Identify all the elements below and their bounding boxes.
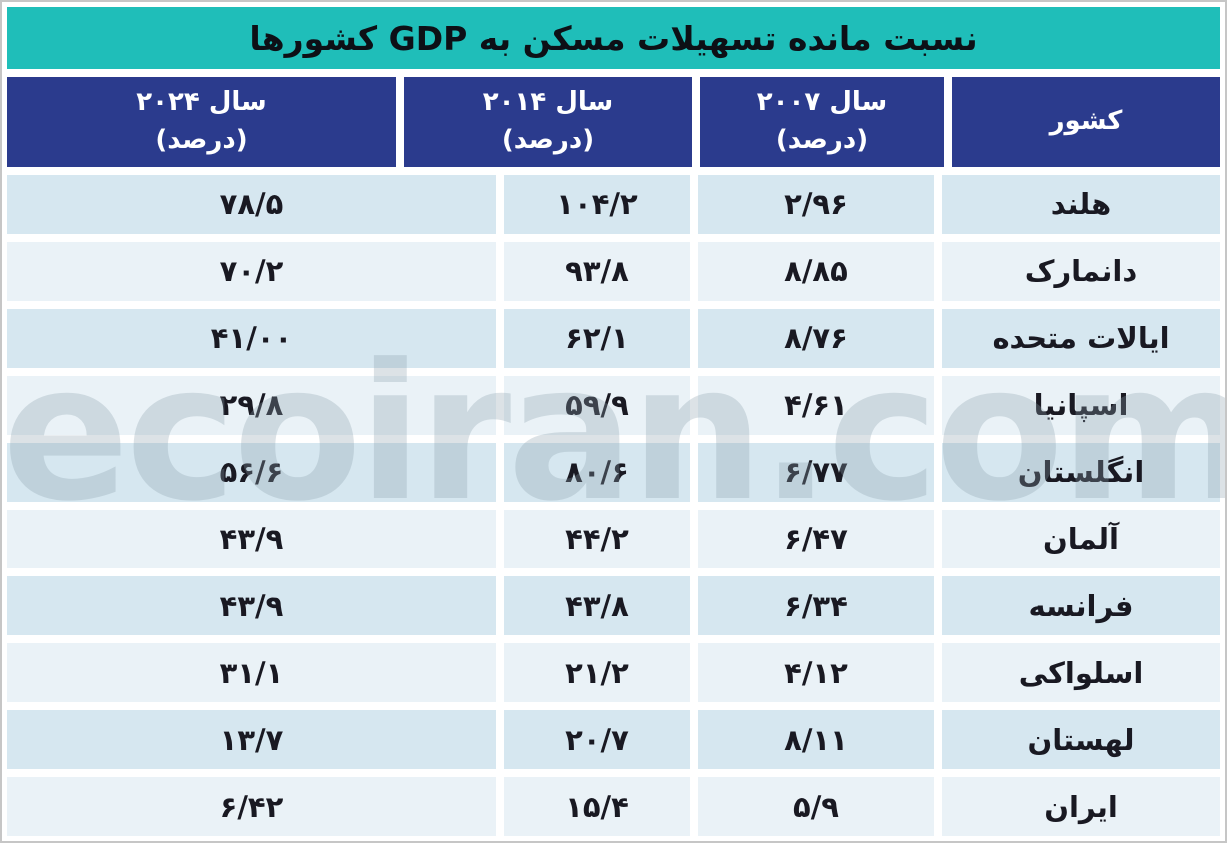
value-2014: ۱۵/۴	[504, 777, 690, 837]
value-2024: ۴۳/۹	[7, 576, 496, 636]
header-country: کشور	[952, 77, 1220, 167]
value-2007: ۴/۶۱	[698, 375, 934, 435]
value-2014: ۵۹/۹	[504, 375, 690, 435]
value-2007: ۶/۴۷	[698, 509, 934, 569]
value-2014: ۲۰/۷	[504, 710, 690, 770]
value-2014: ۲۱/۲	[504, 643, 690, 703]
value-2014: ۸۰/۶	[504, 442, 690, 502]
value-2014: ۹۳/۸	[504, 241, 690, 301]
table-row: ۵۶/۶ ۸۰/۶ ۶/۷۷ انگلستان	[7, 442, 1220, 502]
value-2024: ۱۳/۷	[7, 710, 496, 770]
country-name: هلند	[942, 175, 1220, 234]
table-row: ۴۳/۹ ۴۳/۸ ۶/۳۴ فرانسه	[7, 576, 1220, 636]
header-year-2024-unit: (درصد)	[155, 125, 248, 155]
header-year-2024-label: سال ۲۰۲۴	[136, 87, 267, 118]
table-row: ۴۳/۹ ۴۴/۲ ۶/۴۷ آلمان	[7, 509, 1220, 569]
header-year-2007-label: سال ۲۰۰۷	[756, 87, 888, 118]
value-2024: ۵۶/۶	[7, 442, 496, 502]
value-2007: ۸/۷۶	[698, 308, 934, 368]
header-year-2014-label: سال ۲۰۱۴	[482, 87, 614, 118]
table-row: ۲۹/۸ ۵۹/۹ ۴/۶۱ اسپانیا	[7, 375, 1220, 435]
header-row: سال ۲۰۲۴ (درصد) سال ۲۰۱۴ (درصد) سال ۲۰۰۷…	[7, 77, 1220, 167]
value-2014: ۱۰۴/۲	[504, 175, 690, 234]
country-name: دانمارک	[942, 241, 1220, 301]
country-name: انگلستان	[942, 442, 1220, 502]
value-2024: ۷۸/۵	[7, 175, 496, 234]
header-country-label: کشور	[1049, 106, 1123, 137]
value-2024: ۴۱/۰۰	[7, 308, 496, 368]
value-2024: ۴۳/۹	[7, 509, 496, 569]
value-2007: ۴/۱۲	[698, 643, 934, 703]
table-row: ۴۱/۰۰ ۶۲/۱ ۸/۷۶ ایالات متحده	[7, 308, 1220, 368]
country-name: ایران	[942, 777, 1220, 837]
table-row: ۳۱/۱ ۲۱/۲ ۴/۱۲ اسلواکی	[7, 643, 1220, 703]
value-2007: ۲/۹۶	[698, 175, 934, 234]
country-name: اسپانیا	[942, 375, 1220, 435]
value-2007: ۵/۹	[698, 777, 934, 837]
country-name: فرانسه	[942, 576, 1220, 636]
table-title: نسبت مانده تسهیلات مسکن به GDP کشورها	[7, 7, 1220, 69]
value-2024: ۶/۴۲	[7, 777, 496, 837]
table-row: ۷۰/۲ ۹۳/۸ ۸/۸۵ دانمارک	[7, 241, 1220, 301]
header-year-2007: سال ۲۰۰۷ (درصد)	[700, 77, 944, 167]
value-2014: ۶۲/۱	[504, 308, 690, 368]
country-name: ایالات متحده	[942, 308, 1220, 368]
value-2007: ۸/۸۵	[698, 241, 934, 301]
header-year-2007-unit: (درصد)	[775, 125, 869, 155]
value-2007: ۸/۱۱	[698, 710, 934, 770]
value-2014: ۴۴/۲	[504, 509, 690, 569]
value-2014: ۴۳/۸	[504, 576, 690, 636]
header-year-2024: سال ۲۰۲۴ (درصد)	[7, 77, 396, 167]
country-name: اسلواکی	[942, 643, 1220, 703]
value-2024: ۲۹/۸	[7, 375, 496, 435]
country-name: لهستان	[942, 710, 1220, 770]
table-row: ۱۳/۷ ۲۰/۷ ۸/۱۱ لهستان	[7, 710, 1220, 770]
table-row: ۶/۴۲ ۱۵/۴ ۵/۹ ایران	[7, 777, 1220, 837]
header-year-2014: سال ۲۰۱۴ (درصد)	[404, 77, 692, 167]
value-2007: ۶/۳۴	[698, 576, 934, 636]
value-2007: ۶/۷۷	[698, 442, 934, 502]
value-2024: ۳۱/۱	[7, 643, 496, 703]
country-name: آلمان	[942, 509, 1220, 569]
table-row: ۷۸/۵ ۱۰۴/۲ ۲/۹۶ هلند	[7, 175, 1220, 234]
value-2024: ۷۰/۲	[7, 241, 496, 301]
header-year-2014-unit: (درصد)	[501, 125, 595, 155]
